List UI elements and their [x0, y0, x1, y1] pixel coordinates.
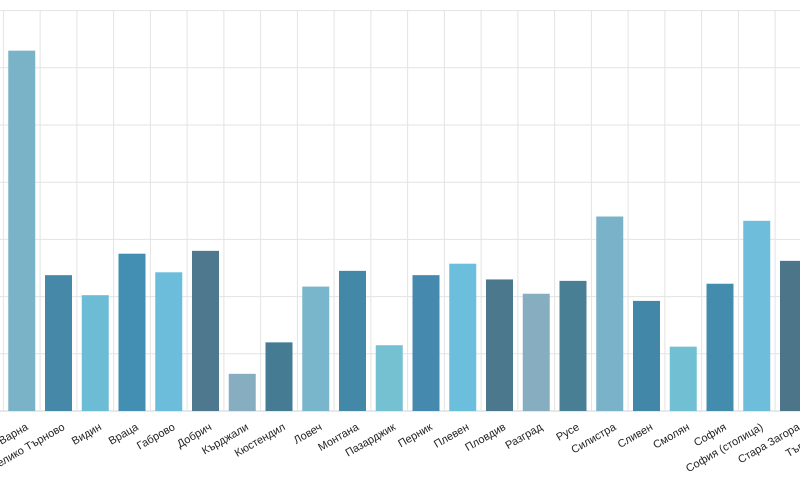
x-tick-label: Разград: [504, 421, 546, 452]
bar: [339, 270, 366, 411]
x-tick-label: Сливен: [616, 421, 655, 451]
x-tick-label: Видин: [70, 421, 104, 447]
bar: [155, 272, 183, 411]
bar: [265, 342, 293, 411]
x-tick-label: Перник: [396, 421, 434, 450]
bar: [192, 250, 219, 411]
bar: [522, 293, 550, 411]
x-tick-label: Пловдив: [463, 421, 508, 454]
bar: [81, 295, 109, 411]
grid-lines: [0, 10, 800, 412]
bar: [633, 300, 660, 411]
bar: [486, 279, 513, 411]
x-tick-label: Смолян: [651, 421, 692, 451]
bar: [302, 286, 330, 411]
x-tick-label: Габрово: [135, 421, 177, 452]
bar: [375, 345, 403, 411]
bar: [669, 346, 697, 411]
bar: [45, 275, 72, 411]
bar: [780, 260, 800, 411]
bar: [559, 280, 587, 411]
bar: [743, 220, 771, 411]
bars: [8, 50, 800, 411]
bar: [228, 373, 256, 411]
bar: [596, 216, 624, 411]
bar: [449, 263, 477, 411]
bar: [8, 50, 36, 411]
bar: [118, 253, 146, 411]
x-tick-labels: БлагоевградВарнаВелико ТърновоВидинВраца…: [0, 421, 800, 475]
bar: [412, 275, 440, 411]
bar: [706, 283, 734, 411]
